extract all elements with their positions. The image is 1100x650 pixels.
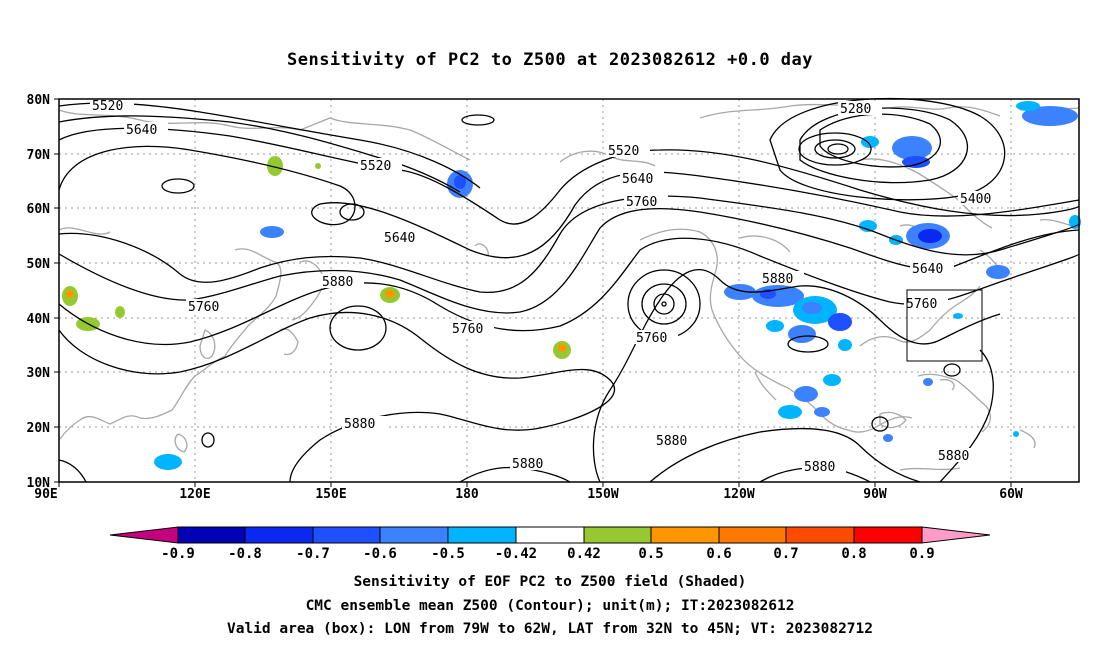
footer-line-3: Valid area (box): LON from 79W to 62W, L…	[226, 621, 873, 637]
lon-label: 60W	[999, 487, 1023, 502]
contour-label: 5520	[608, 144, 639, 159]
colorbar-label: 0.8	[841, 546, 866, 562]
contour-label: 5640	[384, 231, 415, 246]
chart-title: Sensitivity of PC2 to Z500 at 2023082612…	[286, 50, 813, 70]
colorbar-low-triangle	[109, 526, 179, 544]
colorbar-box	[312, 526, 381, 544]
lon-label: 90W	[863, 487, 887, 502]
lon-label: 90E	[34, 487, 57, 502]
contour-label: 5400	[960, 192, 991, 207]
contour-label: 5880	[762, 272, 793, 287]
colorbar-label: -0.5	[431, 546, 465, 562]
lat-label: 10N	[27, 476, 51, 491]
colorbar-box	[379, 526, 449, 544]
graticule	[59, 99, 1079, 482]
colorbar-box	[244, 526, 314, 544]
contour-label: 5760	[906, 297, 937, 312]
contour-label: 5880	[322, 275, 353, 290]
contour-label: 5520	[92, 99, 123, 114]
colorbar-box	[650, 526, 720, 544]
colorbar-label: -0.8	[228, 546, 262, 562]
colorbar-box	[447, 526, 517, 544]
colorbar-label: 0.5	[638, 546, 663, 562]
lat-label: 40N	[27, 312, 51, 327]
footer-line-2: CMC ensemble mean Z500 (Contour); unit(m…	[305, 598, 795, 614]
colorbar-high-triangle	[921, 526, 991, 544]
lat-label: 80N	[27, 93, 51, 108]
colorbar: -0.9 -0.8 -0.7 -0.6 -0.5 -0.42 0.42 0.5 …	[109, 526, 991, 562]
colorbar-box	[177, 526, 246, 544]
lon-label: 120E	[179, 487, 210, 502]
longitude-labels: 90E 120E 150E 180 150W 120W 90W 60W	[34, 487, 1023, 502]
colorbar-label: 0.6	[706, 546, 731, 562]
valid-area-box	[906, 289, 983, 362]
colorbar-label: 0.7	[773, 546, 798, 562]
contour-label: 5880	[512, 457, 543, 472]
contour-label: 5760	[452, 322, 483, 337]
lon-label: 150E	[315, 487, 346, 502]
contour-label: 5520	[360, 159, 391, 174]
colorbar-label: -0.42	[495, 546, 537, 562]
contour-label: 5640	[126, 123, 157, 138]
contour-label: 5880	[656, 434, 687, 449]
contour-label: 5640	[622, 172, 653, 187]
lat-label: 50N	[27, 257, 51, 272]
lat-label: 30N	[27, 366, 51, 381]
contour-label: 5760	[188, 300, 219, 315]
lat-label: 70N	[27, 148, 51, 163]
footer-line-1: Sensitivity of EOF PC2 to Z500 field (Sh…	[353, 574, 747, 590]
map-border	[58, 98, 1080, 483]
contour-label: 5880	[938, 449, 969, 464]
latitude-labels: 80N 70N 60N 50N 40N 30N 20N 10N	[27, 93, 51, 491]
colorbar-box	[853, 526, 923, 544]
lon-label: 180	[455, 487, 479, 502]
tick-marks	[54, 98, 1012, 487]
colorbar-label: 0.9	[909, 546, 934, 562]
lon-label: 120W	[723, 487, 754, 502]
lon-label: 150W	[587, 487, 618, 502]
contour-label: 5760	[626, 195, 657, 210]
contour-label: 5760	[636, 331, 667, 346]
colorbar-label: -0.9	[161, 546, 195, 562]
contour-labels: 5520 5640 5520 5640 5760 5880 5760 5760 …	[90, 98, 1002, 475]
colorbar-box	[718, 526, 787, 544]
colorbar-box	[583, 526, 652, 544]
lat-label: 60N	[27, 202, 51, 217]
colorbar-label: -0.6	[363, 546, 397, 562]
colorbar-label: 0.42	[567, 546, 601, 562]
colorbar-label: -0.7	[296, 546, 330, 562]
contour-label: 5280	[840, 102, 871, 117]
lat-label: 20N	[27, 421, 51, 436]
contour-label: 5880	[804, 460, 835, 475]
contour-label: 5880	[344, 417, 375, 432]
colorbar-box	[785, 526, 855, 544]
colorbar-box	[515, 526, 585, 544]
contour-label: 5640	[912, 262, 943, 277]
